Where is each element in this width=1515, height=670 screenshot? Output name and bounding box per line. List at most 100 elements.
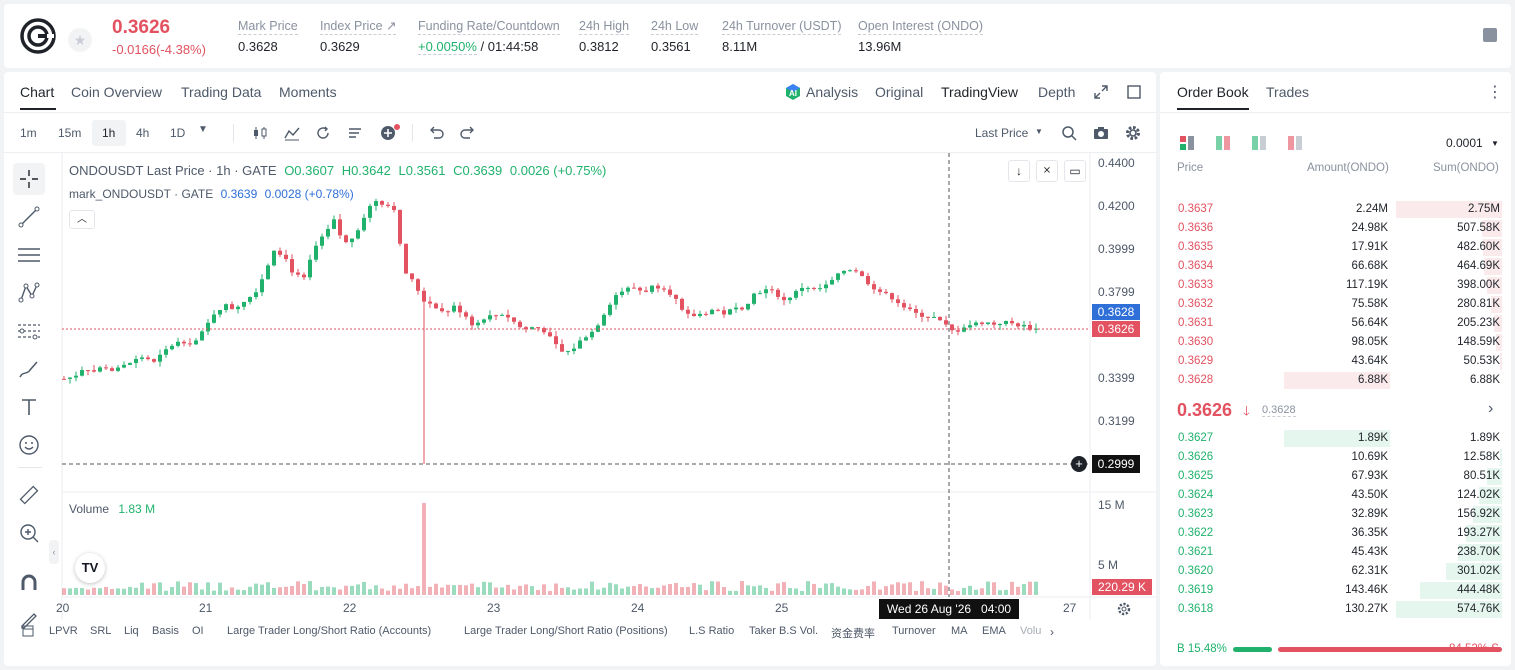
indicator-ma[interactable]: MA — [951, 625, 968, 637]
maximize-icon[interactable]: ▭ — [1064, 160, 1086, 182]
indicator-oi[interactable]: OI — [192, 625, 204, 637]
trend-line-tool-icon[interactable] — [13, 201, 45, 233]
tab-tradingview[interactable]: TradingView — [941, 84, 1019, 100]
tab-depth[interactable]: Depth — [1038, 84, 1076, 100]
search-icon[interactable] — [1061, 125, 1077, 141]
zoom-in-icon[interactable] — [13, 517, 45, 549]
ask-row[interactable]: 0.3637 2.24M 2.75M — [1176, 200, 1502, 219]
view-both-icon[interactable] — [1179, 135, 1195, 151]
indicator-volume[interactable]: Volu — [1020, 625, 1042, 637]
tab-chart[interactable]: Chart — [20, 84, 55, 100]
interval-1m[interactable]: 1m — [20, 126, 37, 140]
ask-row[interactable]: 0.3633 117.19K 398.00K — [1176, 276, 1502, 295]
interval-1d[interactable]: 1D — [170, 126, 186, 140]
ruler-tool-icon[interactable] — [13, 479, 45, 511]
tab-original[interactable]: Original — [875, 84, 924, 100]
camera-icon[interactable] — [1093, 125, 1109, 141]
chevron-right-icon[interactable]: › — [1050, 625, 1054, 639]
fib-tool-icon[interactable] — [13, 315, 45, 347]
view-asks-icon[interactable] — [1287, 135, 1303, 151]
indicator-basis[interactable]: Basis — [152, 625, 179, 637]
bid-row[interactable]: 0.3626 10.69K 12.58K — [1176, 448, 1502, 467]
indicator-funding-rate[interactable]: 资金费率 — [831, 628, 875, 640]
stat-funding-rate[interactable]: Funding Rate/Countdown +0.0050% / 01:44:… — [418, 18, 560, 55]
window-icon[interactable] — [1127, 85, 1141, 99]
pencil-lock-icon[interactable] — [13, 603, 45, 635]
text-tool-icon[interactable] — [13, 391, 45, 423]
ask-row[interactable]: 0.3631 56.64K 205.23K — [1176, 314, 1502, 333]
indicator-liq[interactable]: Liq — [124, 625, 139, 637]
caret-down-icon[interactable]: ▼ — [1035, 127, 1043, 136]
ask-row[interactable]: 0.3634 66.68K 464.69K — [1176, 257, 1502, 276]
ask-row[interactable]: 0.3628 6.88K 6.88K — [1176, 371, 1502, 390]
ask-row[interactable]: 0.3629 43.64K 50.53K — [1176, 352, 1502, 371]
view-bids-icon[interactable] — [1251, 135, 1267, 151]
tab-moments[interactable]: Moments — [279, 84, 337, 100]
guide-book-icon[interactable] — [1483, 28, 1497, 42]
add-alert-icon[interactable]: + — [1071, 456, 1087, 472]
add-indicator-icon[interactable] — [379, 123, 401, 143]
settings-icon[interactable] — [1117, 602, 1131, 616]
candlestick-chart[interactable] — [0, 0, 1160, 670]
price-type-select[interactable]: Last Price — [975, 126, 1029, 140]
tab-trading-data[interactable]: Trading Data — [181, 84, 262, 100]
tradingview-logo-icon[interactable]: TV — [75, 553, 105, 583]
bid-row[interactable]: 0.3623 32.89K 156.92K — [1176, 505, 1502, 524]
indicator-lpvr[interactable]: LPVR — [49, 625, 78, 637]
tab-analysis[interactable]: Analysis — [806, 84, 859, 100]
bid-row[interactable]: 0.3620 62.31K 301.02K — [1176, 562, 1502, 581]
bid-row[interactable]: 0.3618 130.27K 574.76K — [1176, 600, 1502, 619]
tab-trades[interactable]: Trades — [1266, 84, 1310, 100]
gear-icon[interactable] — [1125, 125, 1141, 141]
bid-row[interactable]: 0.3619 143.46K 444.48K — [1176, 581, 1502, 600]
bid-row[interactable]: 0.3621 45.43K 238.70K — [1176, 543, 1502, 562]
indicators-icon[interactable] — [284, 125, 300, 141]
indicator-large-trader-accounts[interactable]: Large Trader Long/Short Ratio (Accounts) — [227, 625, 432, 637]
magnet-icon[interactable] — [13, 567, 45, 599]
stat-index-price[interactable]: Index Price ↗ 0.3629 — [320, 18, 397, 54]
emoji-tool-icon[interactable] — [13, 429, 45, 461]
view-split-icon[interactable] — [1215, 135, 1231, 151]
redo-icon[interactable] — [460, 126, 476, 140]
interval-15m[interactable]: 15m — [58, 126, 82, 140]
indicator-ema[interactable]: EMA — [982, 625, 1006, 637]
indicator-taker-vol[interactable]: Taker B.S Vol. — [749, 625, 819, 637]
collapse-legend-icon[interactable]: ︿ — [69, 210, 95, 229]
tab-coin-overview[interactable]: Coin Overview — [71, 84, 163, 100]
bid-row[interactable]: 0.3627 1.89K 1.89K — [1176, 429, 1502, 448]
ask-row[interactable]: 0.3632 75.58K 280.81K — [1176, 295, 1502, 314]
horizontal-lines-tool-icon[interactable] — [13, 239, 45, 271]
tab-order-book[interactable]: Order Book — [1177, 84, 1249, 100]
ask-row[interactable]: 0.3630 98.05K 148.59K — [1176, 333, 1502, 352]
ask-row[interactable]: 0.3636 24.98K 507.58K — [1176, 219, 1502, 238]
brush-tool-icon[interactable] — [13, 353, 45, 385]
scroll-down-icon[interactable]: ↓ — [1008, 160, 1030, 182]
favorite-star-icon[interactable]: ★ — [68, 28, 92, 52]
bid-row[interactable]: 0.3625 67.93K 80.51K — [1176, 467, 1502, 486]
more-options-icon[interactable]: ⋮ — [1487, 84, 1503, 101]
chevron-right-icon[interactable]: › — [1488, 400, 1494, 417]
indicator-ls-ratio[interactable]: L.S Ratio — [689, 625, 735, 637]
collapse-toolbar-icon[interactable]: ‹ — [49, 540, 59, 564]
candle-type-icon[interactable] — [252, 125, 268, 141]
fit-icon[interactable]: ⨯ — [1036, 160, 1058, 182]
interval-4h[interactable]: 4h — [136, 126, 150, 140]
indicator-srl[interactable]: SRL — [90, 625, 112, 637]
pattern-tool-icon[interactable] — [13, 277, 45, 309]
crosshair-tool-icon[interactable] — [13, 163, 45, 195]
expand-icon[interactable] — [1094, 85, 1108, 99]
chevron-down-icon[interactable]: ▼ — [198, 124, 208, 135]
replay-icon[interactable] — [315, 125, 331, 141]
templates-icon[interactable] — [347, 125, 363, 141]
bid-row[interactable]: 0.3624 43.50K 124.02K — [1176, 486, 1502, 505]
indicator-list-icon[interactable] — [22, 625, 34, 637]
undo-icon[interactable] — [428, 126, 444, 140]
interval-1h[interactable]: 1h — [102, 126, 116, 140]
precision-select[interactable]: 0.0001 — [1446, 136, 1483, 150]
candle-body — [674, 294, 678, 299]
indicator-turnover[interactable]: Turnover — [892, 625, 936, 637]
caret-down-icon[interactable]: ▼ — [1491, 139, 1499, 148]
ask-row[interactable]: 0.3635 17.91K 482.60K — [1176, 238, 1502, 257]
bid-row[interactable]: 0.3622 36.35K 193.27K — [1176, 524, 1502, 543]
indicator-large-trader-positions[interactable]: Large Trader Long/Short Ratio (Positions… — [464, 625, 668, 637]
